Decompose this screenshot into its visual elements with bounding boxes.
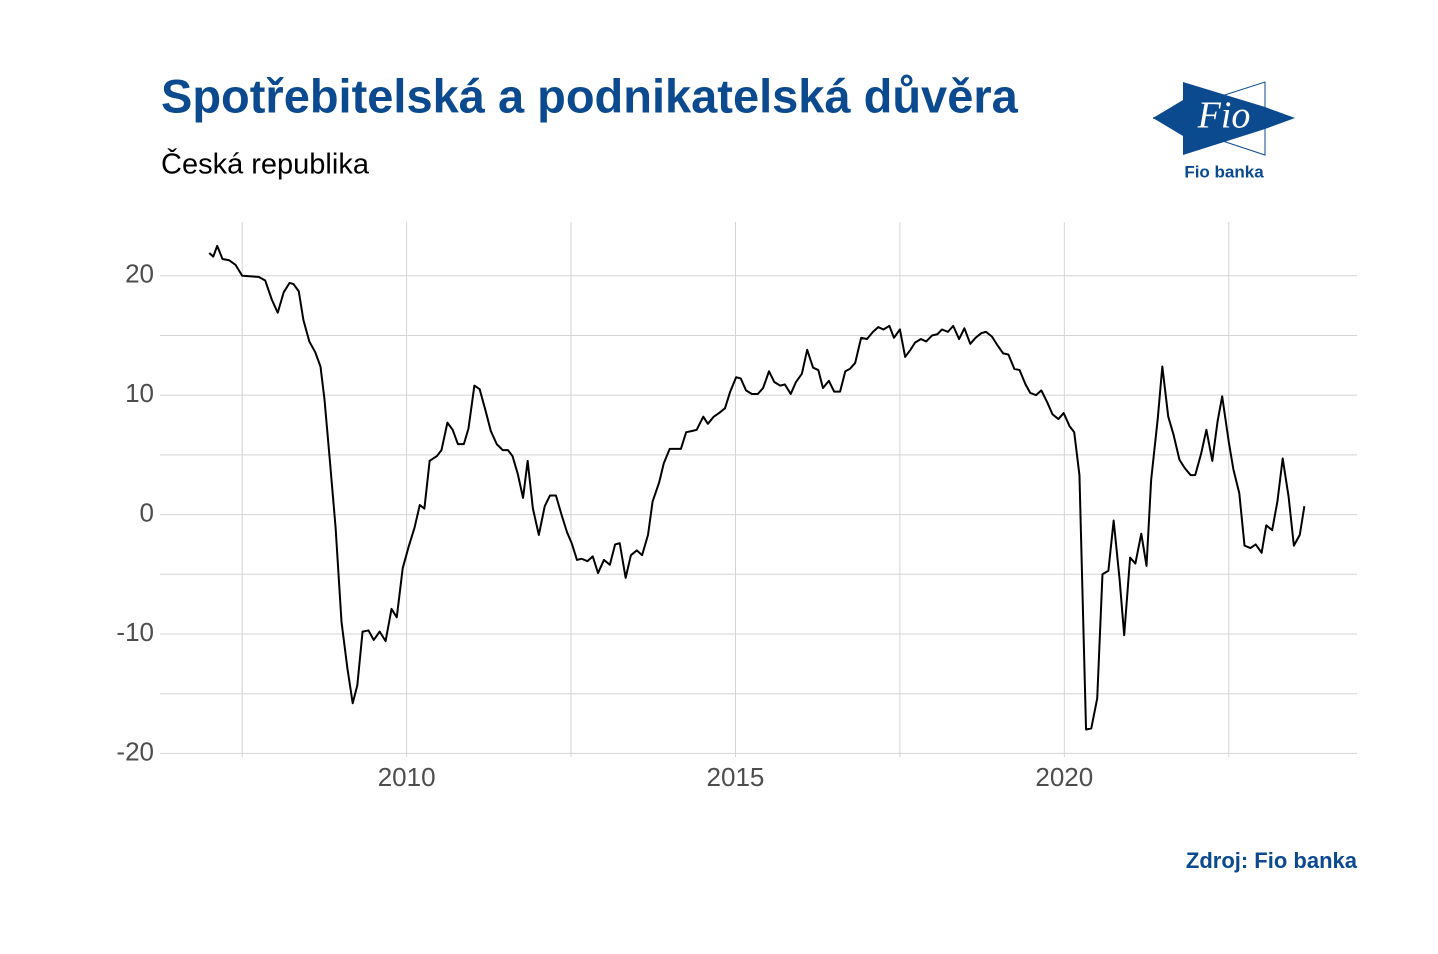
source: Zdroj: Fio banka (1186, 848, 1358, 873)
logo: Fio Fio banka (1152, 81, 1295, 181)
data-line (208, 244, 1306, 731)
x-tick-label: 2010 (378, 762, 436, 792)
y-tick-label: -10 (116, 617, 154, 647)
chart-title: Spotřebitelská a podnikatelská důvěra (161, 69, 1019, 122)
x-tick-label: 2020 (1035, 762, 1093, 792)
logo-mark: Fio (1197, 95, 1251, 137)
logo-shape (1153, 82, 1295, 155)
logo-outline (1152, 81, 1266, 156)
x-tick-label: 2015 (707, 762, 765, 792)
chart-subtitle: Česká republika (161, 147, 370, 181)
y-tick-label: -20 (116, 736, 154, 766)
y-tick-label: 20 (125, 259, 154, 289)
y-tick-label: 10 (125, 378, 154, 408)
y-tick-label: 0 (140, 497, 154, 527)
logo-name: Fio banka (1184, 162, 1264, 181)
